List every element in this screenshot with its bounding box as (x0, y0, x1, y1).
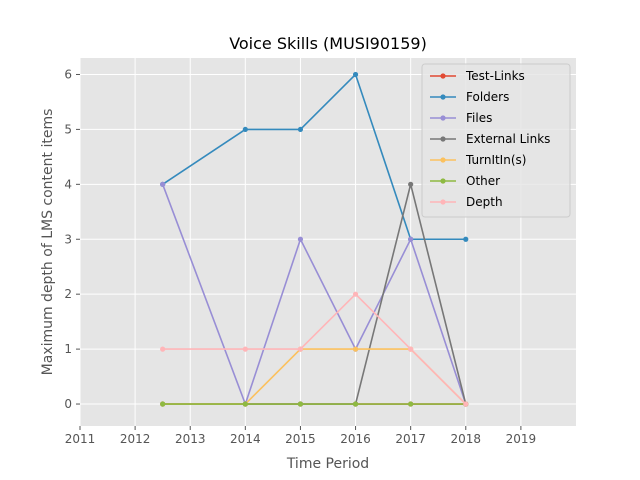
legend-entry: Folders (430, 90, 509, 104)
y-axis-label: Maximum depth of LMS content items (40, 109, 56, 376)
legend-marker (440, 73, 446, 79)
series-lines (160, 71, 469, 407)
legend-label: Other (466, 174, 500, 188)
data-point-other (160, 401, 166, 407)
y-tick-label: 4 (64, 177, 72, 191)
y-axis-ticks: 0 1 2 3 4 5 6 (64, 67, 80, 411)
series-line-depth (162, 293, 467, 405)
y-tick-label: 0 (64, 397, 72, 411)
legend-box (421, 63, 571, 218)
y-tick-label: 2 (64, 287, 72, 301)
legend-marker (440, 157, 446, 163)
data-point-turnitin-s (352, 346, 359, 352)
x-tick-label: 2016 (340, 432, 371, 446)
data-point-depth (297, 346, 304, 352)
y-tick-label: 1 (64, 342, 72, 356)
data-point-files (160, 181, 166, 187)
legend-label: Files (466, 111, 492, 125)
y-tick-label: 6 (64, 67, 72, 81)
data-point-files (297, 236, 304, 242)
x-tick-label: 2012 (120, 432, 151, 446)
x-tick-label: 2011 (65, 432, 96, 446)
data-point-other (352, 401, 359, 407)
x-tick-label: 2018 (451, 432, 482, 446)
x-tick-label: 2015 (285, 432, 316, 446)
legend-marker (440, 115, 446, 121)
data-point-folders (352, 71, 359, 78)
y-tick-label: 3 (64, 232, 72, 246)
legend-marker (440, 199, 446, 205)
data-point-other (297, 401, 304, 407)
x-axis-label: Time Period (286, 456, 369, 472)
legend-entry: Test-Links (430, 69, 525, 83)
legend-marker (440, 136, 446, 142)
data-point-folders (297, 126, 304, 133)
legend-marker (440, 94, 446, 100)
x-tick-label: 2019 (506, 432, 537, 446)
legend-entry: Depth (430, 195, 503, 209)
legend-label: Test-Links (465, 69, 525, 83)
x-tick-label: 2017 (395, 432, 426, 446)
series-depth (160, 291, 469, 407)
legend-entry: TurnItIn(s) (430, 153, 526, 167)
data-point-depth (352, 291, 359, 297)
legend-entry: Files (430, 111, 492, 125)
y-tick-label: 5 (64, 122, 72, 136)
data-point-depth (463, 401, 469, 407)
legend-label: Depth (466, 195, 503, 209)
series-line-folders (162, 73, 466, 241)
x-tick-label: 2014 (230, 432, 261, 446)
legend-label: External Links (466, 132, 550, 146)
chart-title: Voice Skills (MUSI90159) (229, 34, 427, 53)
data-point-other (408, 401, 414, 407)
legend-label: TurnItIn(s) (465, 153, 526, 167)
x-tick-label: 2013 (175, 432, 206, 446)
legend: Test-Links Folders Files External Links Turn… (421, 63, 571, 218)
legend-entry: Other (430, 174, 500, 188)
legend-marker (440, 178, 446, 184)
data-point-depth (160, 346, 166, 352)
legend-label: Folders (466, 90, 509, 104)
data-point-other (242, 401, 248, 407)
data-point-depth (408, 346, 414, 352)
data-point-files (408, 236, 414, 242)
data-point-depth (242, 346, 248, 352)
data-point-external-links (408, 181, 414, 187)
legend-entry: External Links (430, 132, 550, 146)
x-axis-ticks: 2011 2012 2013 2014 2015 2016 2017 2018 2019 (65, 426, 536, 446)
data-point-folders (463, 236, 469, 242)
series-line-files (161, 184, 467, 405)
data-point-folders (242, 126, 248, 133)
